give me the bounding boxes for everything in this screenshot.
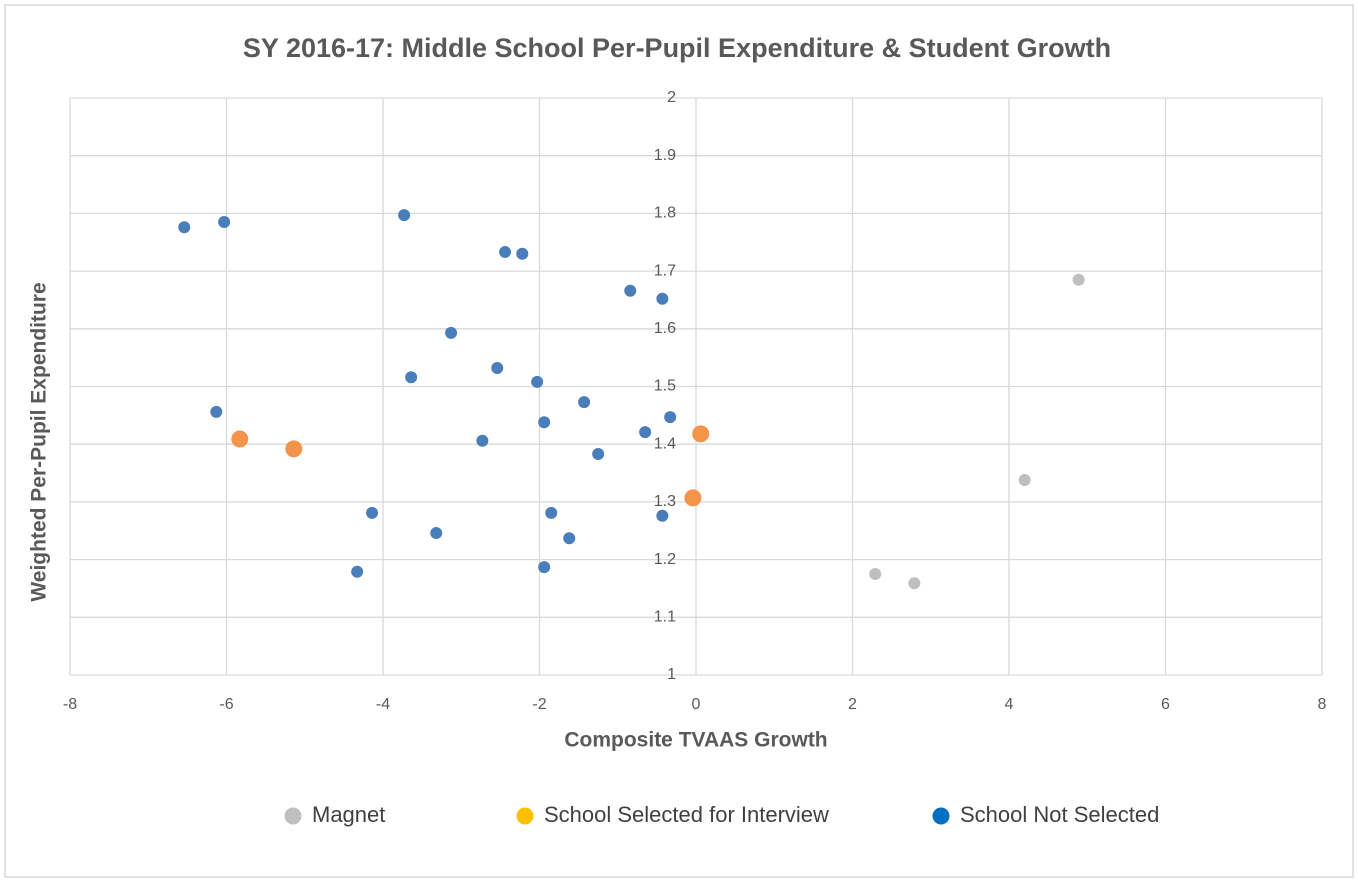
- data-point: [684, 489, 702, 507]
- legend-marker: [516, 807, 534, 825]
- x-axis-label: Composite TVAAS Growth: [564, 729, 827, 752]
- y-tick-label: 1.1: [654, 609, 676, 626]
- data-point: [445, 326, 458, 339]
- legend-marker: [932, 807, 950, 825]
- y-tick-label: 1.7: [654, 262, 676, 279]
- data-point: [592, 448, 605, 461]
- x-tick-label: -2: [532, 696, 546, 713]
- x-tick-label: 4: [1005, 696, 1014, 713]
- data-point: [1072, 273, 1085, 286]
- x-tick-label: -4: [376, 696, 390, 713]
- data-point: [578, 396, 591, 409]
- y-tick-label: 1: [667, 666, 676, 683]
- y-tick-label: 1.6: [654, 320, 676, 337]
- y-axis-label: Weighted Per-Pupil Expenditure: [28, 282, 51, 601]
- data-point: [405, 371, 418, 384]
- y-tick-label: 1.3: [654, 493, 676, 510]
- data-point: [531, 375, 544, 388]
- y-tick-label: 1.8: [654, 205, 676, 222]
- data-point: [692, 425, 710, 443]
- y-tick-label: 1.5: [654, 378, 676, 395]
- data-point: [563, 532, 576, 545]
- legend-label: School Selected for Interview: [544, 802, 829, 827]
- data-point: [1018, 473, 1031, 486]
- data-point: [538, 416, 551, 429]
- x-tick-label: 2: [848, 696, 857, 713]
- data-point: [516, 247, 529, 260]
- data-point: [538, 561, 551, 574]
- x-tick-label: -8: [63, 696, 77, 713]
- data-point: [285, 440, 303, 458]
- x-tick-label: 6: [1161, 696, 1170, 713]
- y-tick-label: 2: [667, 89, 676, 106]
- y-tick-label: 1.2: [654, 551, 676, 568]
- data-point: [639, 426, 652, 439]
- y-tick-label: 1.4: [654, 435, 676, 452]
- data-point: [430, 527, 443, 540]
- data-point: [398, 209, 411, 222]
- legend-label: Magnet: [312, 802, 385, 827]
- data-point: [656, 292, 669, 305]
- data-point: [499, 246, 512, 259]
- data-point: [545, 506, 558, 519]
- data-point: [178, 221, 191, 234]
- data-point: [210, 405, 223, 418]
- data-point: [231, 430, 249, 448]
- y-tick-label: 1.9: [654, 147, 676, 164]
- data-point: [476, 434, 489, 447]
- x-tick-label: -6: [219, 696, 233, 713]
- data-point: [218, 216, 231, 229]
- x-tick-label: 8: [1318, 696, 1327, 713]
- chart-frame: [4, 4, 1354, 878]
- data-point: [664, 411, 677, 424]
- legend-label: School Not Selected: [960, 802, 1159, 827]
- data-point: [351, 565, 364, 578]
- chart-title: SY 2016-17: Middle School Per-Pupil Expe…: [243, 33, 1111, 63]
- legend-marker: [284, 807, 302, 825]
- data-point: [624, 284, 637, 297]
- x-tick-label: 0: [692, 696, 701, 713]
- data-point: [656, 509, 669, 522]
- data-point: [869, 568, 882, 581]
- data-point: [491, 362, 504, 375]
- data-point: [366, 506, 379, 519]
- data-point: [908, 577, 921, 590]
